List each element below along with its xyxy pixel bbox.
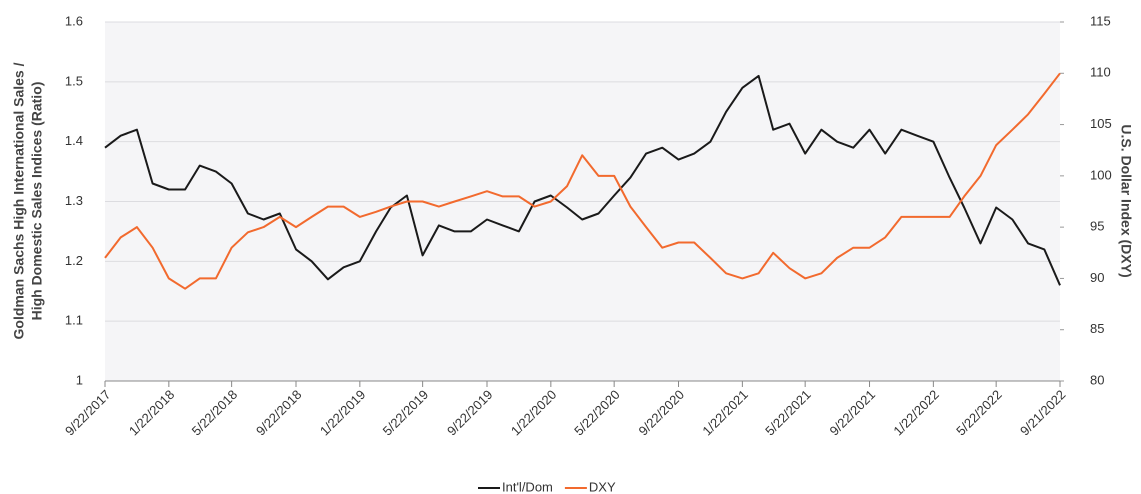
y-tick-label: 1.4 [65,133,83,148]
y2-tick-label: 105 [1090,116,1112,131]
x-tick-label: 5/22/2018 [189,387,241,439]
y2-tick-label: 110 [1090,65,1111,80]
x-tick-label: 1/22/2020 [508,387,560,439]
x-tick-label: 9/22/2019 [444,387,496,439]
y2-tick-label: 115 [1090,13,1111,28]
series-line [104,72,1061,290]
y2-tick-label: 100 [1090,167,1112,182]
y2-tick-label: 90 [1090,270,1104,285]
y-tick-label: 1.5 [65,73,83,88]
y2-axis-title: U.S. Dollar Index (DXY) [1118,124,1134,277]
x-tick-label: 9/21/2022 [1017,387,1069,439]
x-tick-label: 5/22/2019 [380,387,432,439]
x-tick-label: 1/22/2022 [890,387,942,439]
x-tick-label: 5/22/2020 [571,387,623,439]
x-tick-label: 9/22/2021 [827,387,879,439]
x-tick-label: 9/22/2017 [62,387,114,439]
x-tick-label: 1/22/2021 [699,387,751,439]
y-tick-label: 1.3 [65,193,83,208]
y-axis-title: Goldman Sachs High International Sales / [11,62,27,339]
y-tick-label: 1.2 [65,253,83,268]
legend-label: Int'l/Dom [502,479,553,494]
x-tick-label: 9/22/2020 [636,387,688,439]
y2-tick-label: 80 [1090,372,1104,387]
x-tick-label: 1/22/2018 [126,387,178,439]
y-tick-label: 1.6 [65,13,83,28]
y2-tick-label: 85 [1090,321,1104,336]
x-tick-label: 5/22/2021 [762,387,814,439]
x-tick-label: 9/22/2018 [253,387,305,439]
y2-tick-label: 95 [1090,219,1104,234]
legend-label: DXY [589,479,616,494]
y-axis-title: High Domestic Sales Indices (Ratio) [29,82,45,321]
y-tick-label: 1.1 [65,313,83,328]
series-line [104,74,1061,286]
x-tick-label: 5/22/2022 [953,387,1005,439]
x-tick-label: 1/22/2019 [317,387,369,439]
y-tick-label: 1 [76,372,83,387]
